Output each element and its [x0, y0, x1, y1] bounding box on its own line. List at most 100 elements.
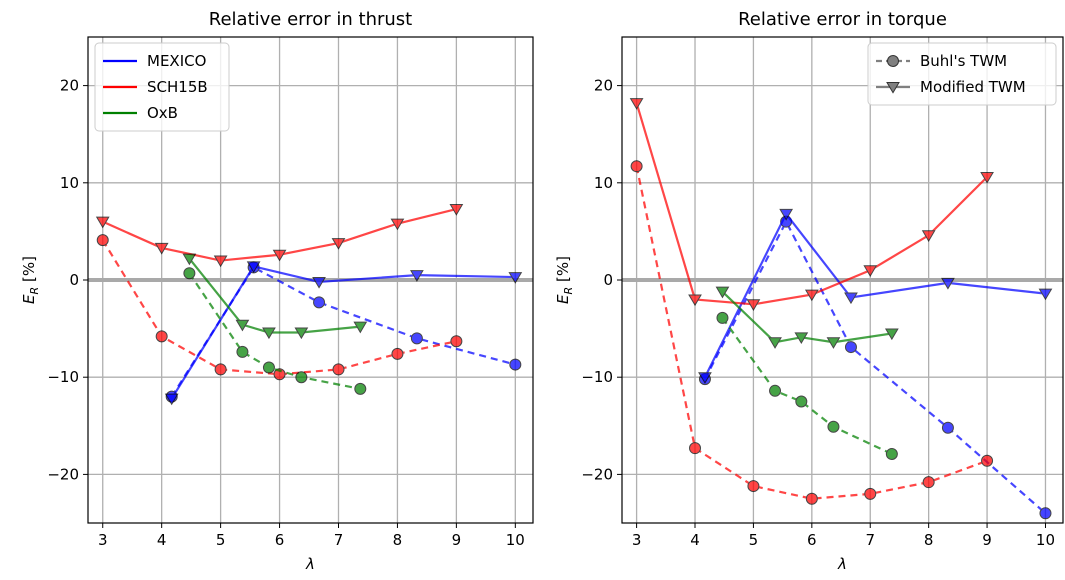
thrust-x-tick-label-4: 4 [157, 531, 167, 549]
torque-point-oxb-buhl-s-twm-1 [769, 384, 782, 397]
thrust-point-mexico-modified-twm-1 [246, 261, 261, 274]
torque-series-mexico-modified-twm [698, 208, 1053, 384]
torque-point-sch15b-modified-twm-1 [688, 294, 702, 307]
torque-series-mexico-buhl-s-twm [698, 215, 1052, 520]
legend-modified-label: Modified TWM [920, 78, 1026, 96]
torque-x-tick-label-8: 8 [924, 531, 934, 549]
torque-x-tick-label-4: 4 [690, 531, 700, 549]
torque-point-sch15b-buhl-s-twm-1 [689, 442, 702, 455]
torque-point-mexico-buhl-s-twm-4 [1039, 507, 1052, 520]
thrust-series-oxb-buhl-s-twm [183, 267, 367, 395]
thrust-point-mexico-buhl-s-twm-4 [509, 358, 522, 371]
torque-point-oxb-modified-twm-4 [884, 328, 899, 341]
torque-point-mexico-modified-twm-3 [941, 277, 955, 290]
legend-sch15b-label: SCH15B [147, 78, 208, 96]
thrust-point-sch15b-buhl-s-twm-2 [214, 363, 227, 376]
torque-point-mexico-modified-twm-4 [1038, 288, 1053, 301]
torque-point-sch15b-buhl-s-twm-6 [981, 454, 994, 467]
thrust-series-sch15b-modified-twm [95, 204, 464, 268]
thrust-x-tick-label-7: 7 [334, 531, 344, 549]
thrust-point-oxb-buhl-s-twm-3 [295, 371, 308, 384]
torque-x-tick-label-5: 5 [749, 531, 759, 549]
thrust-point-oxb-buhl-s-twm-4 [354, 382, 367, 395]
legend-oxb-label: OxB [147, 104, 178, 122]
thrust-point-oxb-modified-twm-0 [182, 253, 197, 266]
thrust-y-tick-label-20: 20 [60, 77, 79, 95]
thrust-point-sch15b-modified-twm-3 [272, 249, 287, 262]
thrust-point-mexico-modified-twm-4 [508, 272, 523, 284]
torque-x-tick-label-3: 3 [632, 531, 642, 549]
torque-point-mexico-modified-twm-0 [698, 372, 712, 384]
torque-point-oxb-buhl-s-twm-2 [795, 395, 808, 408]
thrust-point-mexico-buhl-s-twm-3 [410, 332, 423, 345]
torque-series-sch15b-buhl-s-twm [630, 160, 994, 505]
thrust-chart-panel: 3 4 5 6 7 8 9 10 −20 −10 0 10 20 Relative error in t… [20, 9, 534, 573]
thrust-point-sch15b-modified-twm-2 [213, 255, 228, 268]
torque-legend-box [867, 42, 1057, 106]
thrust-y-axis-label: ER [%] [20, 256, 41, 304]
thrust-legend-box [94, 42, 230, 132]
thrust-point-sch15b-modified-twm-6 [449, 204, 464, 216]
thrust-x-tick-label-8: 8 [393, 531, 403, 549]
torque-series-oxb-modified-twm [715, 286, 899, 349]
torque-y-tick-label--20: −20 [581, 465, 613, 483]
torque-point-oxb-buhl-s-twm-3 [827, 420, 840, 433]
thrust-point-oxb-modified-twm-1 [235, 319, 250, 332]
torque-y-tick-label--10: −10 [581, 368, 613, 386]
torque-point-mexico-buhl-s-twm-2 [844, 341, 857, 354]
torque-point-sch15b-buhl-s-twm-4 [864, 487, 877, 500]
torque-y-axis-label: ER [%] [554, 256, 575, 304]
torque-x-tick-label-7: 7 [865, 531, 875, 549]
thrust-point-mexico-modified-twm-2 [312, 276, 326, 289]
torque-point-oxb-buhl-s-twm-4 [885, 447, 898, 460]
torque-chart-panel: 3 4 5 6 7 8 9 10 −20 −10 0 10 20 Relative error in t… [554, 9, 1064, 573]
torque-point-oxb-modified-twm-1 [768, 337, 782, 349]
thrust-point-sch15b-modified-twm-0 [95, 216, 110, 229]
thrust-y-tick-label--10: −10 [47, 368, 79, 386]
torque-line-oxb-modified-twm [721, 290, 893, 344]
torque-x-tick-label-9: 9 [982, 531, 992, 549]
torque-point-mexico-modified-twm-2 [844, 292, 858, 305]
torque-x-tick-label-10: 10 [1036, 531, 1055, 549]
thrust-series-oxb-modified-twm [182, 253, 368, 340]
thrust-point-sch15b-buhl-s-twm-5 [391, 347, 404, 360]
thrust-line-mexico-modified-twm [170, 265, 516, 400]
thrust-point-sch15b-buhl-s-twm-0 [96, 234, 109, 247]
torque-x-tick-label-6: 6 [807, 531, 817, 549]
thrust-legend: MEXICO SCH15B OxB [94, 42, 230, 132]
thrust-series-mexico-modified-twm [164, 261, 523, 406]
torque-point-sch15b-modified-twm-4 [863, 265, 878, 277]
torque-point-oxb-modified-twm-0 [715, 286, 730, 299]
torque-point-sch15b-modified-twm-2 [746, 299, 761, 311]
thrust-point-oxb-buhl-s-twm-0 [183, 267, 196, 280]
thrust-x-tick-label-5: 5 [216, 531, 226, 549]
torque-point-sch15b-buhl-s-twm-3 [805, 492, 818, 505]
thrust-y-tick-label-0: 0 [69, 271, 79, 289]
thrust-x-tick-label-3: 3 [98, 531, 108, 549]
thrust-x-tick-label-10: 10 [506, 531, 525, 549]
torque-series-sch15b-modified-twm [629, 98, 994, 311]
legend-buhl-label: Buhl's TWM [920, 52, 1007, 70]
torque-point-sch15b-buhl-s-twm-5 [922, 476, 935, 489]
torque-point-mexico-buhl-s-twm-3 [941, 421, 954, 434]
thrust-point-sch15b-buhl-s-twm-6 [450, 335, 463, 348]
legend-modified-marker [886, 82, 900, 94]
torque-line-mexico-modified-twm [703, 211, 1046, 378]
thrust-x-tick-label-6: 6 [275, 531, 285, 549]
legend-buhl-marker [887, 55, 899, 67]
legend-mexico-label: MEXICO [147, 52, 206, 70]
torque-y-tick-label-10: 10 [594, 174, 613, 192]
thrust-point-sch15b-buhl-s-twm-3 [273, 368, 286, 381]
thrust-point-sch15b-modified-twm-4 [331, 238, 346, 250]
torque-line-oxb-buhl-s-twm [721, 317, 893, 455]
torque-chart-title: Relative error in torque [738, 9, 947, 30]
torque-y-tick-label-20: 20 [594, 77, 613, 95]
torque-x-axis-label: λ [837, 555, 847, 573]
torque-legend: Buhl's TWM Modified TWM [867, 42, 1057, 106]
torque-point-sch15b-modified-twm-6 [980, 171, 994, 184]
thrust-series-mexico-buhl-s-twm [165, 261, 522, 403]
torque-point-sch15b-modified-twm-3 [804, 289, 819, 302]
thrust-point-oxb-buhl-s-twm-2 [262, 361, 275, 374]
thrust-point-oxb-modified-twm-2 [262, 327, 276, 340]
